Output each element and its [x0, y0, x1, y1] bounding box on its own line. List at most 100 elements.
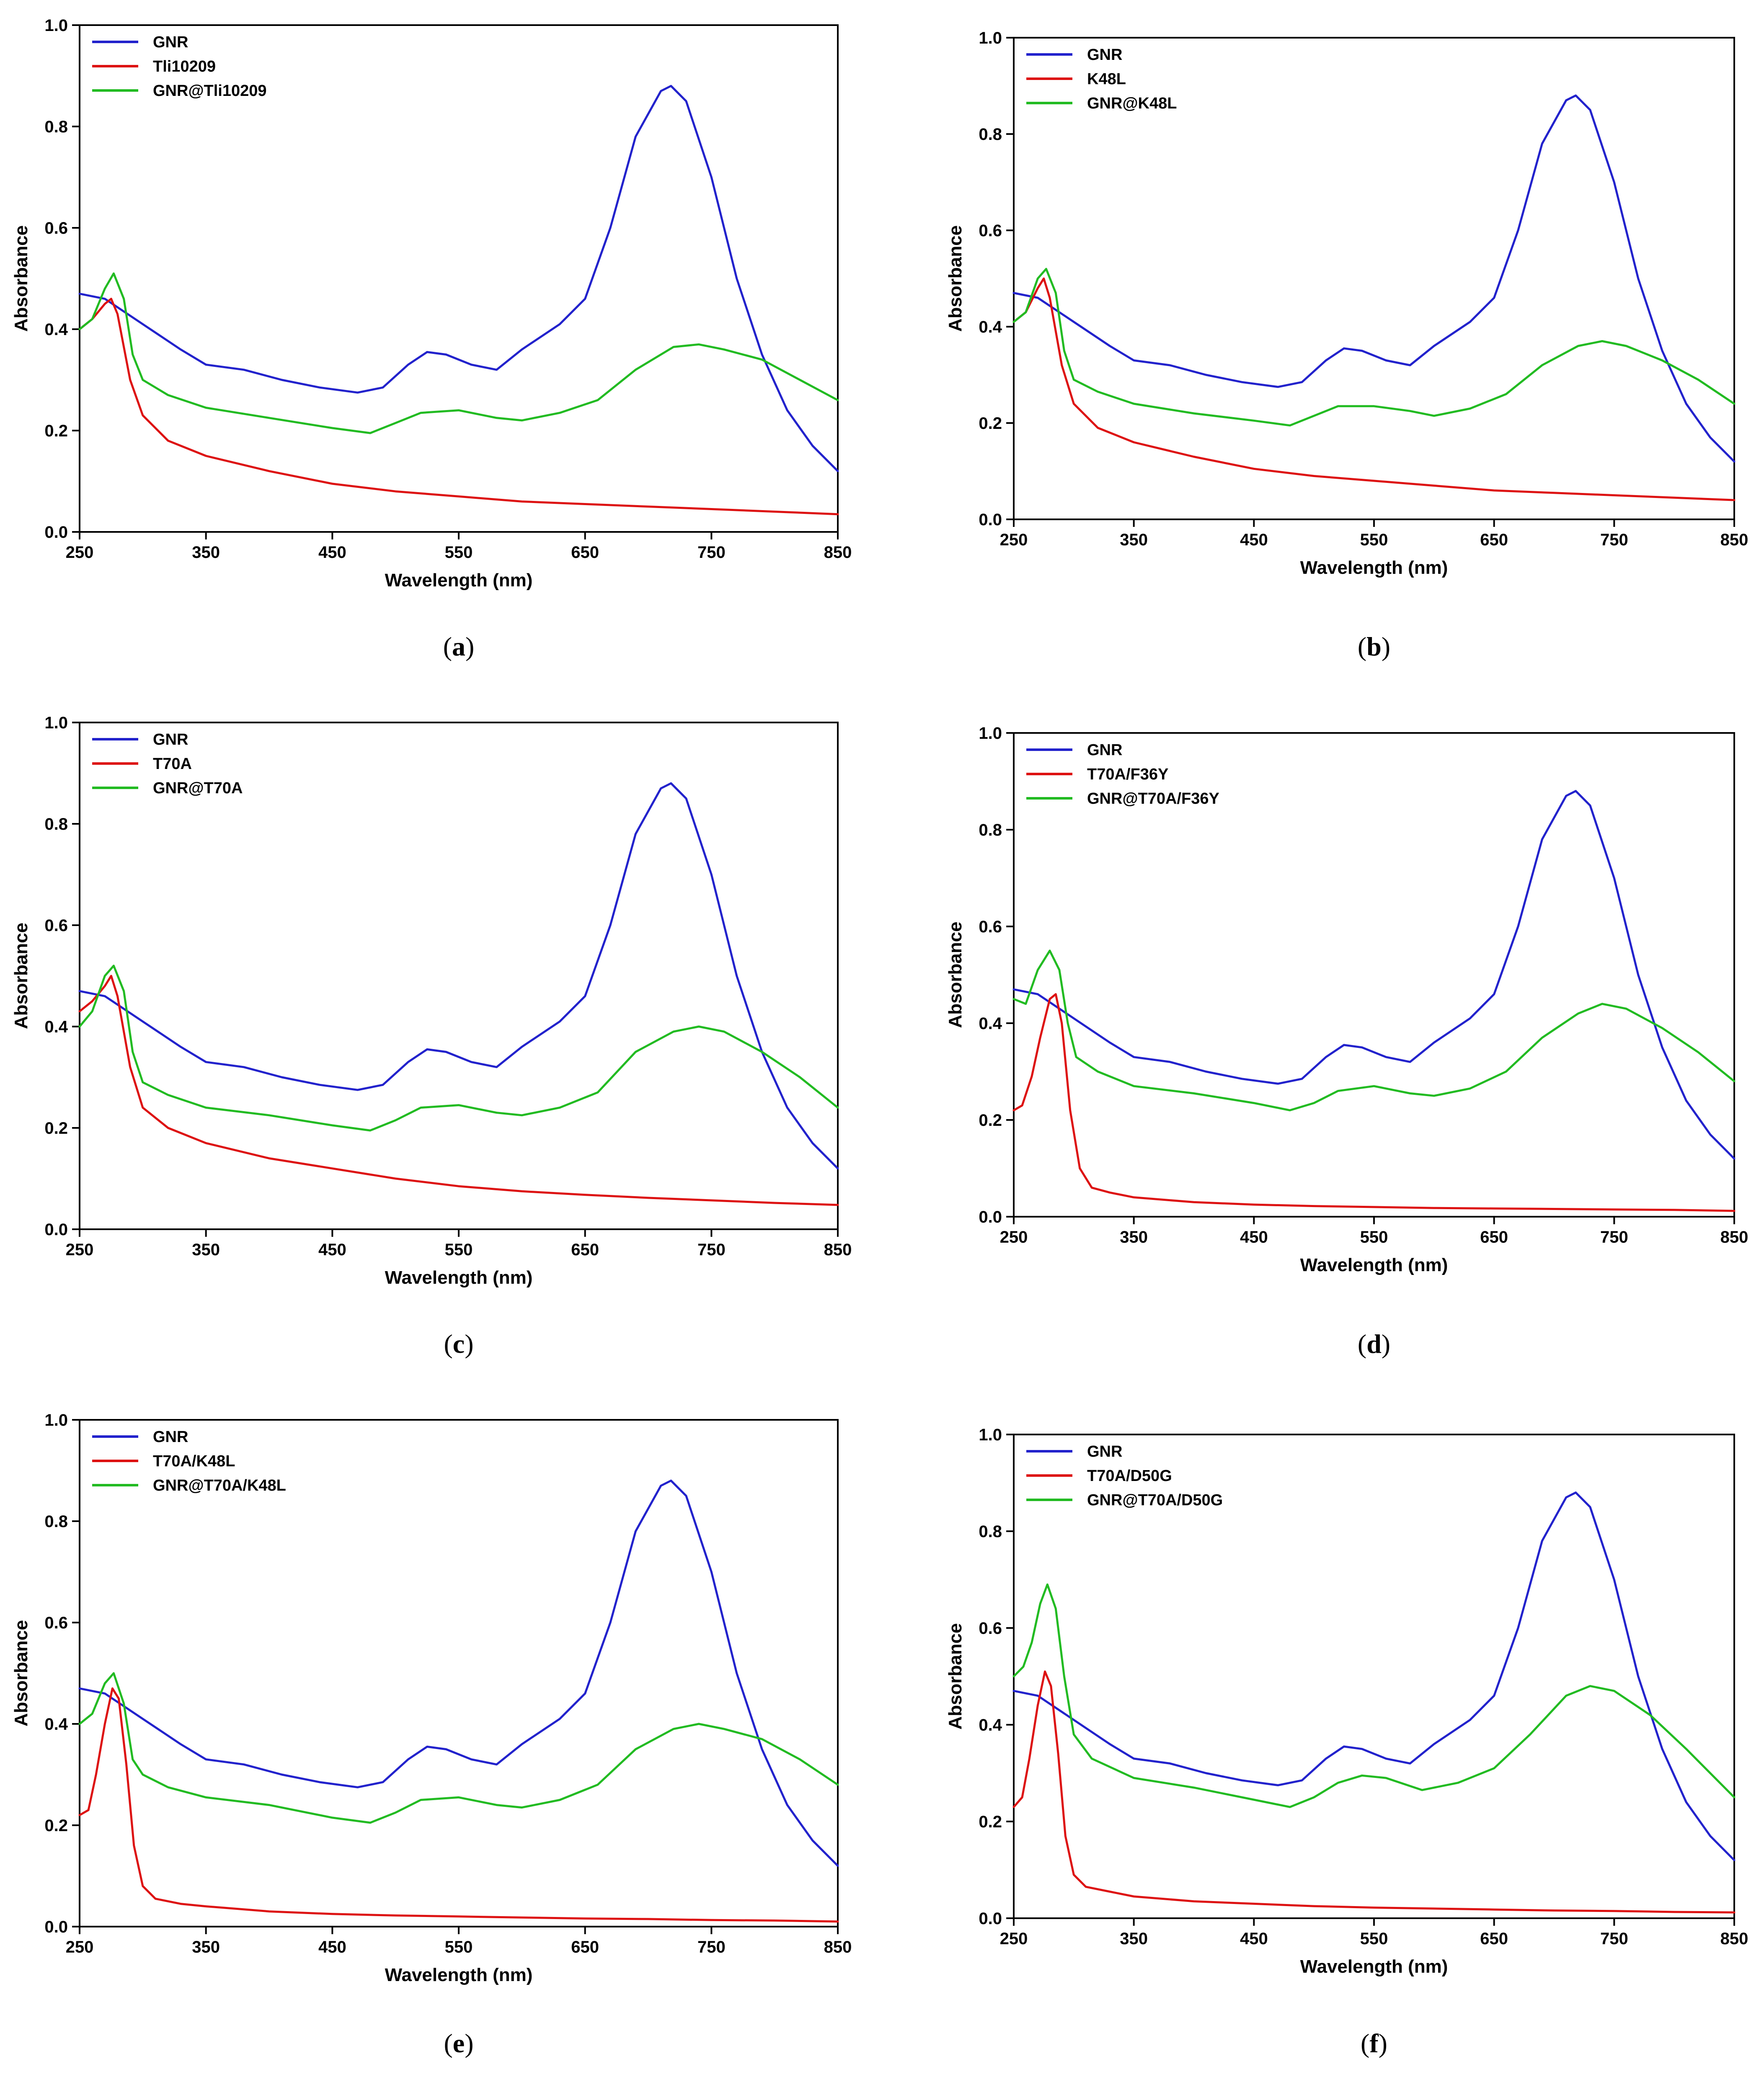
panel-caption: (b) — [1358, 632, 1390, 661]
x-tick-label: 750 — [697, 1938, 726, 1956]
x-tick-label: 350 — [1120, 1228, 1148, 1246]
x-tick-label: 650 — [1480, 1228, 1508, 1246]
legend-label: GNR — [1087, 46, 1122, 64]
x-tick-label: 750 — [697, 1241, 726, 1259]
y-tick-label: 1.0 — [44, 16, 68, 35]
y-tick-label: 1.0 — [979, 29, 1002, 47]
x-tick-label: 250 — [1000, 1228, 1028, 1246]
x-tick-label: 850 — [1720, 531, 1749, 549]
y-tick-label: 0.0 — [979, 1909, 1002, 1928]
x-tick-label: 450 — [318, 1241, 346, 1259]
x-tick-label: 850 — [1720, 1930, 1749, 1948]
series-line-t70a-d50g — [1012, 1670, 1736, 1914]
x-tick-label: 550 — [445, 1241, 473, 1259]
series-line-gnr — [78, 782, 839, 1170]
x-tick-label: 350 — [192, 543, 220, 562]
y-tick-label: 1.0 — [979, 724, 1002, 743]
y-tick-label: 0.6 — [979, 1619, 1002, 1638]
x-tick-label: 650 — [571, 543, 599, 562]
y-axis-title: Absorbance — [11, 225, 31, 332]
y-axis-title: Absorbance — [945, 1623, 966, 1729]
legend-label: K48L — [1087, 70, 1126, 88]
series-line-gnr — [78, 85, 839, 472]
x-axis-title: Wavelength (nm) — [1300, 1956, 1448, 1977]
y-tick-label: 0.6 — [44, 916, 68, 935]
x-tick-label: 650 — [1480, 531, 1508, 549]
x-tick-label: 550 — [1360, 1228, 1388, 1246]
y-axis-title: Absorbance — [11, 923, 31, 1029]
y-tick-label: 0.4 — [44, 1018, 68, 1036]
y-tick-label: 0.4 — [979, 1014, 1002, 1033]
chart-panel-d: 250 350 450 550 650 750 850 0.0 0.2 0.4 0.6 0.8 1.0 W… — [945, 724, 1748, 1359]
y-tick-label: 0.2 — [979, 1111, 1002, 1130]
x-tick-label: 450 — [318, 543, 346, 562]
series-line-gnr-t70a — [78, 965, 839, 1132]
y-tick-label: 0.0 — [44, 1918, 68, 1936]
x-tick-label: 750 — [1600, 1930, 1628, 1948]
series-line-gnr-k48l — [1012, 268, 1736, 427]
caption-letter: a — [452, 632, 465, 661]
y-tick-label: 0.4 — [44, 1715, 68, 1734]
series-line-gnr — [1012, 1491, 1736, 1861]
series-line-k48l — [1012, 277, 1736, 501]
x-tick-label: 550 — [1360, 531, 1388, 549]
y-tick-label: 0.2 — [979, 414, 1002, 433]
legend-label: GNR — [153, 1428, 188, 1446]
y-tick-label: 0.8 — [44, 1512, 68, 1531]
y-tick-label: 0.8 — [44, 815, 68, 833]
x-axis-title: Wavelength (nm) — [1300, 557, 1448, 578]
chart-panel-c: 250 350 450 550 650 750 850 0.0 0.2 0.4 0.6 0.8 1.0 W… — [11, 714, 852, 1359]
legend-label: GNR@Tli10209 — [153, 82, 267, 100]
y-axis-title: Absorbance — [11, 1620, 31, 1726]
caption-letter: d — [1366, 1329, 1382, 1359]
series-line-gnr — [1012, 94, 1736, 463]
y-tick-label: 0.0 — [979, 1208, 1002, 1226]
series-line-gnr-t70a-f36y — [1012, 949, 1736, 1112]
legend-label: GNR — [1087, 741, 1122, 759]
caption-letter: b — [1366, 632, 1382, 661]
x-tick-label: 350 — [192, 1241, 220, 1259]
y-tick-label: 0.2 — [44, 422, 68, 440]
x-tick-label: 850 — [1720, 1228, 1749, 1246]
series-line-gnr — [1012, 790, 1736, 1160]
legend-label: T70A — [153, 755, 192, 773]
chart-panel-e: 250 350 450 550 650 750 850 0.0 0.2 0.4 0.6 0.8 1.0 W… — [11, 1411, 852, 2058]
panel-caption: (e) — [444, 2028, 473, 2058]
series-line-t70a-k48l — [78, 1687, 839, 1923]
legend-label: GNR@T70A/D50G — [1087, 1491, 1223, 1509]
y-tick-label: 0.0 — [44, 1220, 68, 1239]
y-tick-label: 0.0 — [44, 523, 68, 542]
x-tick-label: 650 — [571, 1241, 599, 1259]
y-tick-label: 0.2 — [44, 1119, 68, 1138]
chart-panel-b: 250 350 450 550 650 750 850 0.0 0.2 0.4 0.6 0.8 1.0 W… — [945, 29, 1748, 661]
y-tick-label: 1.0 — [44, 714, 68, 732]
x-tick-label: 850 — [824, 1938, 852, 1956]
y-tick-label: 0.8 — [979, 125, 1002, 144]
y-tick-label: 0.0 — [979, 511, 1002, 529]
plot-frame — [79, 1419, 839, 1927]
series-line-gnr-t70a-k48l — [78, 1672, 839, 1824]
x-tick-label: 550 — [445, 1938, 473, 1956]
panel-caption: (f) — [1361, 2028, 1387, 2058]
chart-panel-a: 250 350 450 550 650 750 850 0.0 0.2 0.4 0.6 0.8 1.0 W… — [11, 16, 852, 661]
x-tick-label: 350 — [192, 1938, 220, 1956]
x-tick-label: 550 — [445, 543, 473, 562]
legend-label: GNR@T70A/F36Y — [1087, 790, 1219, 808]
series-line-tli10209 — [78, 297, 839, 516]
x-tick-label: 250 — [66, 543, 94, 562]
caption-letter: c — [453, 1329, 465, 1359]
legend-label: T70A/D50G — [1087, 1467, 1172, 1485]
x-tick-label: 250 — [1000, 1930, 1028, 1948]
y-tick-label: 0.6 — [979, 222, 1002, 240]
x-axis-title: Wavelength (nm) — [385, 1965, 533, 1985]
x-tick-label: 250 — [66, 1938, 94, 1956]
y-tick-label: 1.0 — [979, 1426, 1002, 1444]
caption-letter: f — [1369, 2028, 1379, 2058]
legend-label: GNR@K48L — [1087, 95, 1177, 112]
series-line-gnr-t70a-d50g — [1012, 1583, 1736, 1808]
x-tick-label: 250 — [1000, 531, 1028, 549]
panel-caption: (d) — [1358, 1329, 1390, 1359]
series-line-t70a-f36y — [1012, 993, 1736, 1212]
x-axis-title: Wavelength (nm) — [1300, 1255, 1448, 1275]
